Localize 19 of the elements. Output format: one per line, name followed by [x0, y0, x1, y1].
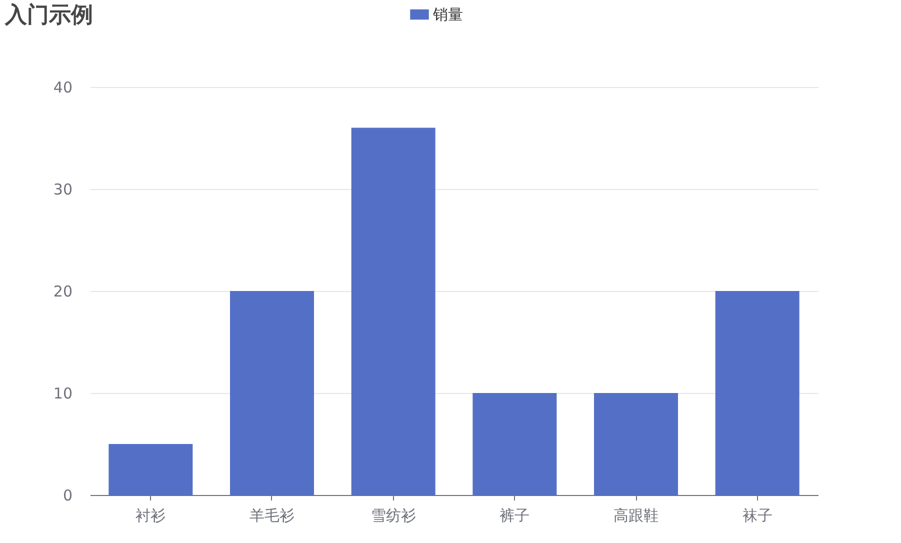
x-tick-label: 衬衫: [136, 506, 166, 524]
x-tick-label: 裤子: [500, 506, 530, 524]
bar: [472, 393, 557, 495]
x-tick-label: 袜子: [742, 506, 772, 524]
bar: [715, 291, 800, 495]
x-tick-label: 雪纺衫: [370, 506, 416, 524]
x-tick-label: 高跟鞋: [614, 506, 658, 524]
y-tick-label: 10: [53, 384, 72, 402]
y-tick-label: 30: [53, 180, 72, 198]
y-tick-label: 20: [53, 282, 72, 300]
bar: [230, 291, 314, 495]
y-tick-label: 0: [62, 486, 72, 504]
bar: [594, 393, 678, 495]
bar: [108, 444, 193, 495]
y-tick-label: 40: [53, 78, 72, 96]
legend-label: 销量: [432, 6, 463, 24]
chart-title: 入门示例: [4, 2, 93, 28]
x-tick-label: 羊毛衫: [250, 506, 294, 524]
bar: [351, 128, 436, 495]
